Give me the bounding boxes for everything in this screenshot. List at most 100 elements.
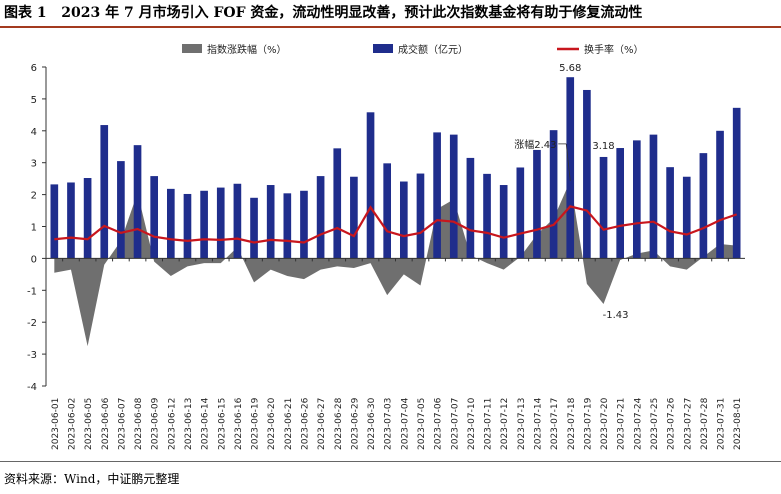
x-tick-label: 2023-06-01 — [51, 398, 61, 450]
x-tick-label: 2023-07-31 — [717, 398, 727, 450]
x-tick-label: 2023-06-12 — [167, 398, 177, 450]
y-tick-label: 4 — [31, 127, 37, 138]
x-tick-label: 2023-06-30 — [367, 397, 377, 450]
y-tick-label: -4 — [27, 382, 37, 393]
bar-turnover — [350, 176, 358, 259]
bar-turnover — [250, 197, 258, 259]
y-tick-label: -1 — [27, 286, 37, 297]
bar-turnover — [117, 161, 125, 259]
bar-turnover — [416, 173, 425, 259]
line-turnover-rate — [54, 205, 738, 244]
bar-turnover — [366, 112, 375, 259]
bar-turnover — [649, 134, 658, 259]
x-tick-label: 2023-07-24 — [633, 397, 643, 450]
bar-turnover — [50, 184, 59, 259]
y-tick-label: -2 — [27, 318, 37, 329]
footer-rule — [0, 461, 781, 462]
legend-label-bar: 成交额（亿元） — [398, 43, 468, 56]
x-tick-label: 2023-07-18 — [567, 397, 577, 450]
data-label-max-turnover: 5.68 — [559, 63, 581, 74]
bar-turnover — [433, 132, 441, 259]
annotation-gain-label: 涨幅2.43 — [514, 138, 556, 151]
x-tick-label: 2023-06-27 — [317, 398, 327, 450]
bar-turnover — [266, 185, 275, 259]
x-tick-label: 2023-07-21 — [617, 398, 627, 450]
x-tick-label: 2023-06-14 — [201, 397, 211, 450]
bar-turnover — [166, 188, 175, 259]
x-tick-label: 2023-07-04 — [400, 397, 410, 450]
x-tick-label: 2023-06-29 — [350, 397, 360, 450]
legend-swatch-area — [182, 44, 202, 53]
x-tick-label: 2023-07-19 — [583, 397, 593, 450]
data-label-min-change: -1.43 — [603, 310, 629, 321]
bar-turnover — [599, 156, 608, 259]
bar-turnover — [399, 181, 408, 259]
x-tick-label: 2023-06-13 — [184, 398, 194, 450]
bar-turnover — [333, 148, 342, 259]
x-tick-label: 2023-06-15 — [217, 398, 227, 450]
x-tick-label: 2023-07-10 — [467, 397, 477, 450]
y-tick-label: 3 — [31, 159, 37, 170]
bar-turnover — [233, 183, 242, 259]
x-tick-label: 2023-07-20 — [600, 397, 610, 450]
bar-turnover — [566, 77, 575, 259]
bar-turnover — [300, 190, 308, 259]
bar-turnover — [466, 157, 475, 259]
y-tick-label: 1 — [31, 223, 37, 234]
x-tick-label: 2023-07-13 — [517, 398, 527, 450]
bar-turnover — [549, 130, 558, 259]
figure-label: 图表 1 — [4, 5, 47, 21]
y-tick-label: 0 — [31, 254, 37, 265]
x-tick-label: 2023-07-12 — [500, 398, 510, 450]
x-tick-label: 2023-06-07 — [117, 398, 127, 450]
data-label-turnover: 3.18 — [592, 141, 614, 152]
source-note: 资料来源：Wind，中证鹏元整理 — [4, 472, 180, 486]
x-tick-label: 2023-06-08 — [134, 397, 144, 450]
bar-turnover — [716, 130, 724, 259]
bar-turnover — [533, 149, 541, 259]
y-tick-label: 6 — [31, 63, 37, 74]
bar-turnover — [732, 107, 741, 259]
x-tick-label: 2023-07-27 — [683, 398, 693, 450]
legend-label-line: 换手率（%） — [584, 43, 644, 56]
x-tick-label: 2023-06-20 — [267, 397, 277, 450]
x-tick-label: 2023-06-02 — [67, 398, 77, 450]
bar-turnover — [316, 176, 325, 259]
y-tick-label: 5 — [31, 95, 37, 106]
area-index-change — [54, 180, 737, 347]
x-tick-label: 2023-06-21 — [284, 398, 294, 450]
chart-title: 图表 1 2023 年 7 月市场引入 FOF 资金，流动性明显改善，预计此次指… — [4, 2, 642, 22]
bar-turnover — [616, 148, 625, 259]
annotation-leader — [565, 143, 571, 181]
title-rule — [0, 26, 781, 28]
bar-turnover — [682, 176, 691, 259]
x-tick-label: 2023-07-17 — [550, 398, 560, 450]
y-tick-label: -3 — [27, 350, 37, 361]
bar-turnover — [666, 167, 674, 259]
x-tick-label: 2023-06-26 — [300, 397, 310, 450]
bar-turnover — [583, 89, 591, 259]
bar-turnover — [100, 125, 109, 259]
bar-turnover — [283, 193, 292, 259]
x-tick-label: 2023-06-09 — [151, 397, 161, 450]
legend-label-area: 指数涨跌幅（%） — [207, 43, 287, 56]
bar-turnover — [183, 193, 192, 259]
x-tick-label: 2023-07-28 — [700, 397, 710, 450]
bar-turnover — [133, 145, 142, 259]
bar-turnover — [150, 176, 159, 259]
x-tick-label: 2023-06-19 — [251, 397, 261, 450]
x-tick-label: 2023-06-05 — [84, 398, 94, 450]
x-tick-label: 2023-07-07 — [450, 398, 460, 450]
bar-turnover — [699, 153, 708, 259]
x-tick-label: 2023-07-06 — [434, 397, 444, 450]
bar-turnover — [383, 163, 392, 259]
bar-turnover — [499, 185, 508, 259]
figure-title: 2023 年 7 月市场引入 FOF 资金，流动性明显改善，预计此次指数基金将有… — [61, 5, 643, 21]
x-tick-label: 2023-06-16 — [234, 397, 244, 450]
x-tick-label: 2023-07-05 — [417, 398, 427, 450]
bar-turnover — [516, 167, 525, 259]
x-tick-label: 2023-06-28 — [334, 397, 344, 450]
bar-turnover — [449, 134, 458, 259]
x-tick-label: 2023-08-01 — [733, 398, 743, 450]
